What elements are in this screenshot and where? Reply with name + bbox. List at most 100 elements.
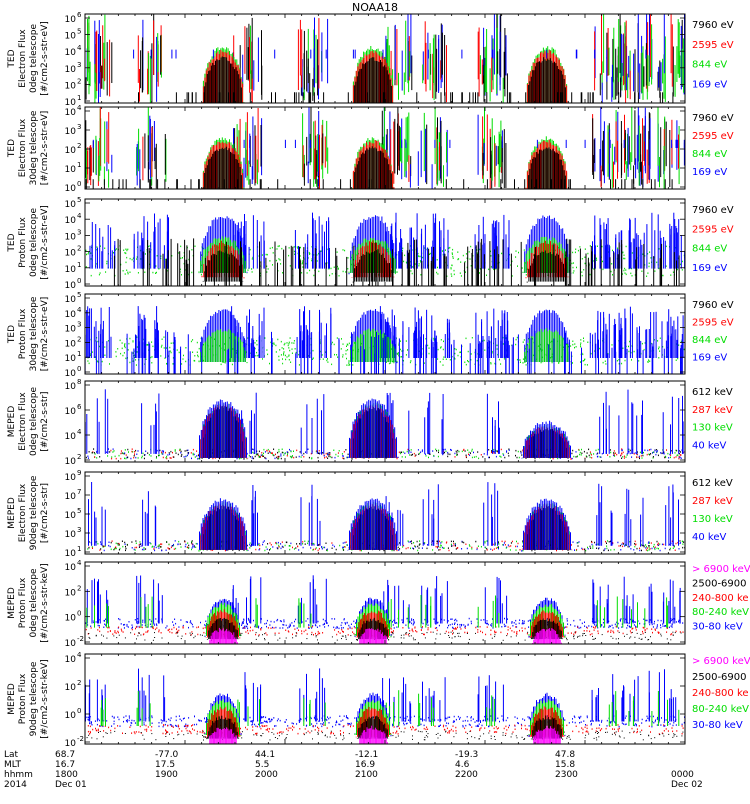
data-point [122, 348, 123, 350]
data-point [266, 254, 267, 256]
data-point [100, 272, 101, 274]
data-point [299, 364, 300, 366]
data-point [185, 361, 186, 363]
data-point [680, 451, 681, 453]
data-point [598, 449, 599, 451]
data-point [673, 272, 674, 274]
data-point [147, 452, 148, 454]
data-point [460, 272, 461, 274]
data-point [335, 457, 336, 459]
data-point [123, 453, 124, 455]
data-point [268, 449, 269, 451]
data-point [289, 359, 290, 361]
data-point [337, 356, 338, 358]
data-point [573, 456, 574, 458]
data-point [346, 364, 347, 366]
data-point [590, 457, 591, 459]
data-point [647, 454, 648, 456]
data-point [124, 352, 125, 354]
data-point [267, 254, 268, 256]
y-tick-exponent: 2 [77, 77, 81, 85]
data-point [670, 457, 671, 459]
y-tick-exponent: 4 [77, 44, 82, 52]
data-point [348, 257, 349, 259]
data-point [487, 454, 488, 456]
data-point [458, 355, 459, 357]
data-point [649, 449, 650, 451]
data-point [676, 360, 677, 362]
data-point [176, 452, 177, 454]
data-point [287, 451, 288, 453]
y-tick-exponent: 1 [77, 94, 81, 102]
data-point [171, 343, 172, 345]
data-point [412, 273, 413, 275]
data-point [590, 245, 591, 247]
data-point [398, 352, 399, 354]
data-point [345, 449, 346, 451]
data-point [278, 458, 279, 460]
data-point [523, 358, 524, 360]
y-tick-label: 10 [65, 48, 77, 58]
data-point [124, 452, 125, 454]
data-point [113, 448, 114, 450]
data-point [282, 452, 283, 454]
data-point [441, 339, 442, 341]
data-point [323, 358, 324, 360]
data-point [676, 456, 677, 458]
data-point [621, 448, 622, 450]
data-point [462, 451, 463, 453]
data-point [406, 262, 407, 264]
data-point [389, 363, 390, 365]
data-point [472, 457, 473, 459]
data-point [660, 452, 661, 454]
data-point [418, 454, 419, 456]
data-point [144, 454, 145, 456]
data-point [280, 455, 281, 457]
data-point [677, 454, 678, 456]
data-point [411, 454, 412, 456]
data-point [99, 274, 100, 276]
data-point [183, 358, 184, 360]
data-point [108, 340, 109, 342]
data-point [390, 362, 391, 364]
data-point [677, 358, 678, 360]
data-point [221, 364, 222, 366]
data-point [576, 267, 577, 269]
data-point [152, 356, 153, 358]
data-point [467, 449, 468, 451]
data-point [166, 456, 167, 458]
data-point [97, 341, 98, 343]
data-point [612, 250, 613, 252]
data-point [677, 269, 678, 271]
data-point [466, 364, 467, 366]
data-point [256, 340, 257, 342]
data-point [282, 272, 283, 274]
y-tick-label: 10 [65, 310, 77, 320]
y-tick-label: 10 [65, 265, 77, 275]
y-tick-exponent: 5 [77, 291, 81, 299]
data-point [300, 247, 301, 249]
data-point [268, 453, 269, 455]
data-point [456, 452, 457, 454]
data-point [621, 453, 622, 455]
data-point [451, 275, 452, 277]
data-point [279, 451, 280, 453]
data-point [284, 351, 285, 353]
data-point [85, 250, 86, 252]
legend-entry: 7960 eV [692, 20, 734, 31]
data-point [338, 456, 339, 458]
data-point [192, 352, 193, 354]
data-point [451, 267, 452, 269]
data-point [126, 454, 127, 456]
data-point [644, 450, 645, 452]
data-point [593, 453, 594, 455]
y-tick-exponent: 3 [77, 61, 81, 69]
data-point [285, 452, 286, 454]
data-point [541, 362, 542, 364]
data-point [466, 455, 467, 457]
data-point [252, 452, 253, 454]
data-point [628, 346, 629, 348]
data-point [288, 343, 289, 345]
data-point [449, 247, 450, 249]
data-point [197, 342, 198, 344]
